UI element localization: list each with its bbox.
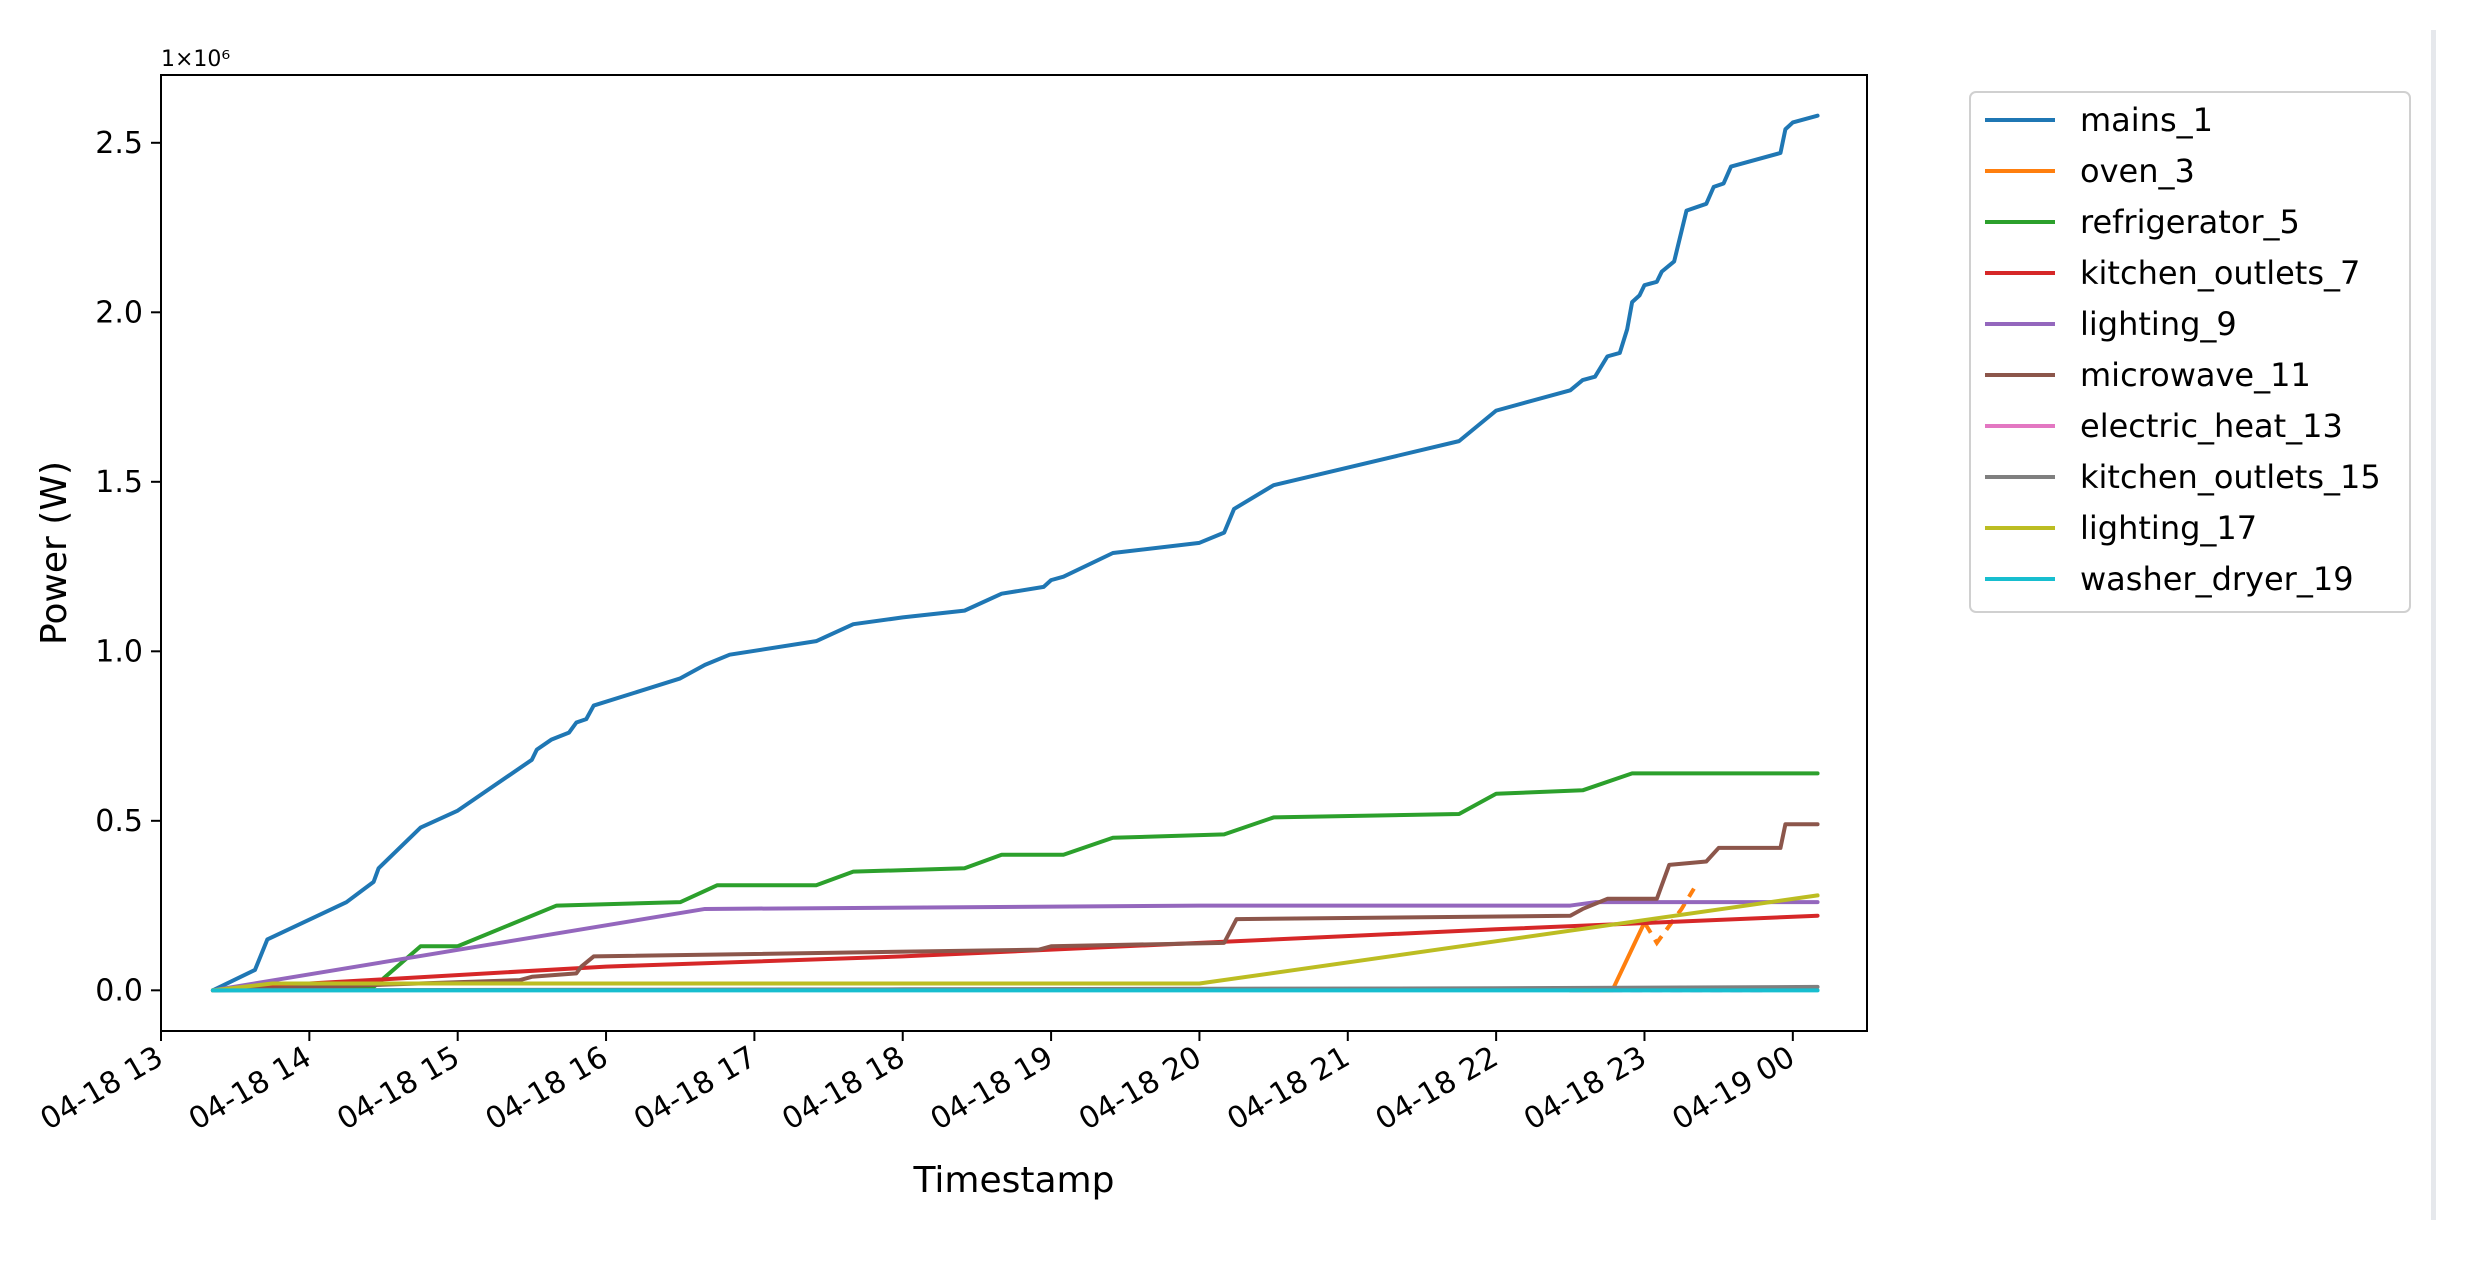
y-tick-label: 0.0 bbox=[95, 973, 143, 1008]
series-line-mains_1 bbox=[210, 113, 1820, 993]
y-tick-label: 1.0 bbox=[95, 634, 143, 669]
legend-label: kitchen_outlets_15 bbox=[2080, 458, 2381, 496]
x-axis-label: Timestamp bbox=[913, 1160, 1115, 1201]
series-line-lighting_17 bbox=[210, 893, 1820, 993]
x-tick-label: 04-18 15 bbox=[331, 1040, 465, 1138]
series-line-oven_3-dashed bbox=[1642, 887, 1696, 947]
x-tick-label: 04-18 20 bbox=[1073, 1040, 1207, 1138]
y-tick-label: 2.0 bbox=[95, 295, 143, 330]
series-line-refrigerator_5 bbox=[210, 771, 1820, 993]
x-tick-label: 04-18 13 bbox=[35, 1040, 169, 1138]
x-tick-label: 04-18 18 bbox=[776, 1040, 910, 1138]
x-tick-label: 04-18 14 bbox=[183, 1040, 317, 1138]
x-tick-label: 04-18 16 bbox=[480, 1040, 614, 1138]
y-multiplier-label: 1×10⁶ bbox=[161, 47, 230, 72]
x-tick-label: 04-18 17 bbox=[628, 1040, 762, 1138]
x-tick-label: 04-18 22 bbox=[1370, 1040, 1504, 1138]
x-tick-label: 04-18 23 bbox=[1518, 1040, 1652, 1138]
y-tick-label: 0.5 bbox=[95, 804, 143, 839]
y-tick-label: 1.5 bbox=[95, 465, 143, 500]
x-tick-label: 04-18 21 bbox=[1221, 1040, 1355, 1138]
legend-label: mains_1 bbox=[2080, 101, 2213, 139]
x-tick-label: 04-19 00 bbox=[1667, 1040, 1801, 1138]
legend-box bbox=[1969, 91, 2411, 613]
legend-label: lighting_9 bbox=[2080, 305, 2237, 343]
series-line-lighting_9 bbox=[210, 900, 1820, 993]
legend-label: microwave_11 bbox=[2080, 356, 2311, 394]
legend: mains_1 oven_3 refrigerator_5 kitchen_outle… bbox=[1969, 91, 2411, 613]
legend-label: lighting_17 bbox=[2080, 509, 2257, 547]
scrollbar-track bbox=[2431, 30, 2436, 1220]
y-axis: 0.0 0.5 1.0 1.5 2.0 2.5 bbox=[95, 126, 161, 1008]
legend-label: electric_heat_13 bbox=[2080, 407, 2343, 445]
legend-label: kitchen_outlets_7 bbox=[2080, 254, 2360, 292]
x-axis: 04-18 13 04-18 14 04-18 15 04-18 16 04-18 17… bbox=[35, 1031, 1801, 1137]
legend-label: refrigerator_5 bbox=[2080, 203, 2300, 241]
series-layer bbox=[210, 113, 1820, 993]
legend-label: oven_3 bbox=[2080, 152, 2195, 190]
y-axis-label: Power (W) bbox=[34, 461, 75, 645]
plot-area bbox=[160, 74, 1868, 1032]
y-tick-label: 2.5 bbox=[95, 126, 143, 161]
x-tick-label: 04-18 19 bbox=[925, 1040, 1059, 1138]
series-line-microwave_11 bbox=[210, 822, 1820, 993]
legend-label: washer_dryer_19 bbox=[2080, 560, 2354, 598]
